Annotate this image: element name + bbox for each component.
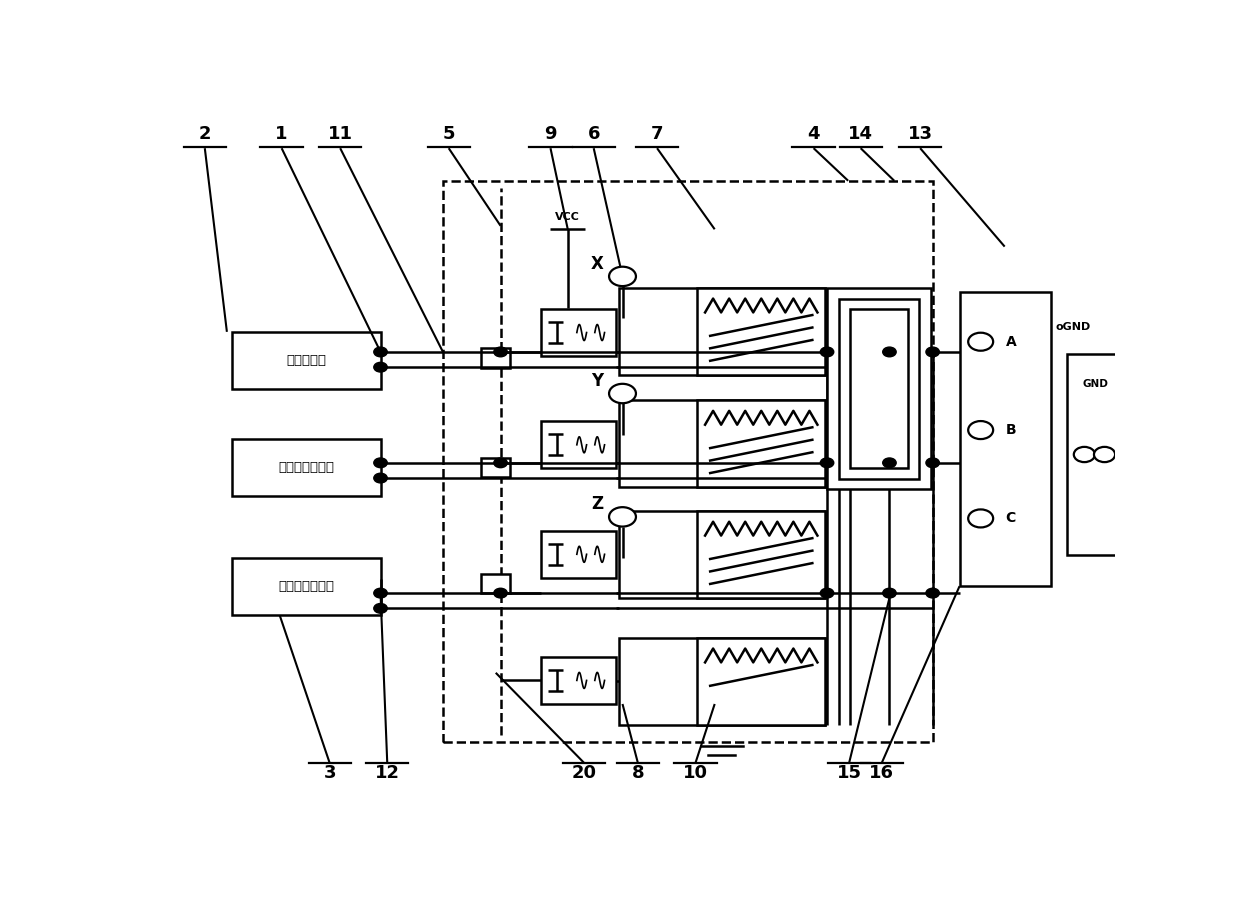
- Text: 13: 13: [908, 125, 933, 143]
- Text: oGND: oGND: [1056, 322, 1090, 332]
- Text: 直流充电机: 直流充电机: [286, 354, 326, 367]
- Circle shape: [1094, 447, 1115, 462]
- Text: 15: 15: [836, 764, 861, 782]
- Text: 6: 6: [587, 125, 600, 143]
- Circle shape: [926, 589, 939, 598]
- Circle shape: [882, 589, 896, 598]
- Bar: [698, 511, 825, 598]
- Circle shape: [968, 421, 994, 439]
- Text: 1: 1: [275, 125, 287, 143]
- Circle shape: [374, 589, 388, 598]
- Bar: [481, 348, 510, 368]
- Text: 12: 12: [374, 764, 400, 782]
- Circle shape: [494, 589, 507, 598]
- Text: 9: 9: [544, 125, 556, 143]
- Circle shape: [374, 458, 388, 468]
- Bar: [232, 332, 380, 389]
- Text: 三相交流充电机: 三相交流充电机: [278, 580, 335, 593]
- Text: B: B: [1006, 423, 1016, 437]
- Bar: [850, 309, 908, 468]
- Bar: [828, 288, 930, 490]
- Text: 3: 3: [323, 764, 336, 782]
- Text: 20: 20: [571, 764, 597, 782]
- Text: 4: 4: [808, 125, 820, 143]
- Circle shape: [374, 604, 388, 613]
- Text: 单相交流充电机: 单相交流充电机: [278, 461, 335, 474]
- Text: GND: GND: [1083, 379, 1109, 389]
- Circle shape: [374, 473, 388, 483]
- Text: 10: 10: [683, 764, 707, 782]
- Circle shape: [882, 458, 896, 468]
- Circle shape: [820, 589, 834, 598]
- Circle shape: [494, 458, 507, 468]
- Circle shape: [374, 347, 388, 356]
- Circle shape: [926, 347, 939, 356]
- Text: 14: 14: [849, 125, 873, 143]
- Circle shape: [968, 333, 994, 351]
- Text: A: A: [1006, 335, 1016, 348]
- Bar: [444, 181, 933, 742]
- Circle shape: [374, 363, 388, 372]
- Bar: [618, 638, 825, 725]
- Bar: [618, 400, 825, 487]
- Bar: [839, 299, 919, 479]
- Bar: [481, 458, 510, 477]
- Circle shape: [494, 347, 507, 356]
- Text: 2: 2: [198, 125, 211, 143]
- Bar: [959, 292, 1051, 586]
- Bar: [232, 558, 380, 616]
- Circle shape: [968, 509, 994, 527]
- Text: 11: 11: [327, 125, 353, 143]
- Text: C: C: [1006, 511, 1016, 526]
- Circle shape: [926, 458, 939, 468]
- Bar: [618, 511, 825, 598]
- Bar: [541, 421, 616, 468]
- Text: 5: 5: [442, 125, 455, 143]
- Circle shape: [882, 347, 896, 356]
- Bar: [541, 531, 616, 578]
- Text: Z: Z: [591, 495, 603, 513]
- Circle shape: [820, 458, 834, 468]
- Circle shape: [610, 383, 636, 403]
- Bar: [481, 573, 510, 593]
- Bar: [698, 288, 825, 374]
- Text: Y: Y: [591, 372, 603, 390]
- Text: X: X: [591, 255, 603, 273]
- Circle shape: [610, 266, 636, 286]
- Bar: [698, 638, 825, 725]
- Text: 8: 8: [632, 764, 644, 782]
- Bar: [541, 309, 616, 356]
- Text: 16: 16: [870, 764, 895, 782]
- Text: VCC: VCC: [555, 212, 580, 222]
- Bar: [232, 439, 380, 496]
- Bar: [618, 288, 825, 374]
- Circle shape: [610, 508, 636, 526]
- Bar: [541, 657, 616, 704]
- Bar: [1067, 354, 1125, 555]
- Bar: [698, 400, 825, 487]
- Circle shape: [1074, 447, 1095, 462]
- Circle shape: [820, 347, 834, 356]
- Text: 7: 7: [650, 125, 663, 143]
